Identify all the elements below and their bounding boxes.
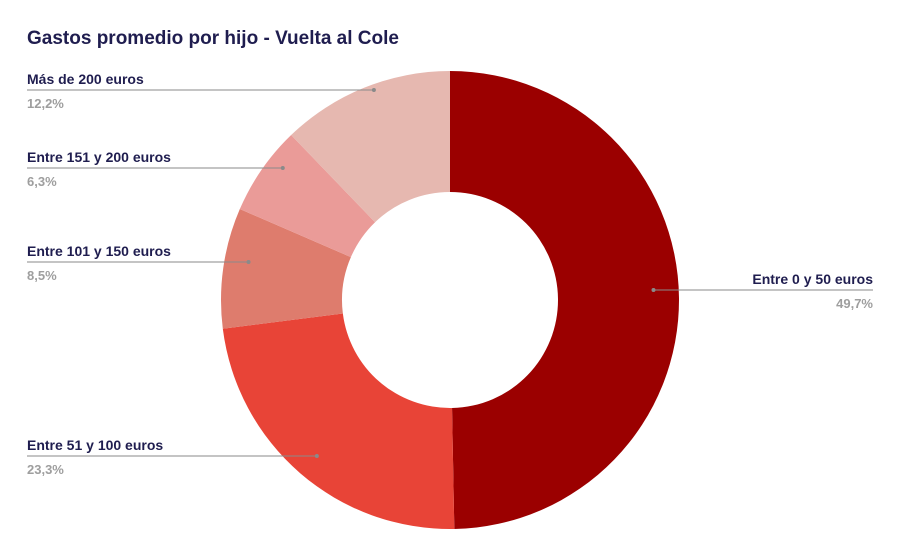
slices-layer bbox=[221, 71, 679, 529]
slice-label: Entre 101 y 150 euros bbox=[27, 243, 171, 259]
slice-value-label: 23,3% bbox=[27, 462, 64, 477]
slice-label: Más de 200 euros bbox=[27, 71, 144, 87]
slice-entre-151-y-200-euros bbox=[239, 135, 376, 258]
slice-value-label: 49,7% bbox=[836, 296, 873, 311]
slice-value-label: 6,3% bbox=[27, 174, 57, 189]
slice-entre-101-y-150-euros bbox=[221, 209, 351, 329]
labels-layer: Entre 0 y 50 euros 49,7% Entre 51 y 100 eu… bbox=[27, 71, 873, 477]
chart-title: Gastos promedio por hijo - Vuelta al Col… bbox=[27, 28, 399, 49]
slice-label: Entre 151 y 200 euros bbox=[27, 149, 171, 165]
slice-label: Entre 51 y 100 euros bbox=[27, 437, 163, 453]
slice-entre-0-y-50-euros bbox=[450, 71, 679, 529]
slice-value-label: 8,5% bbox=[27, 268, 57, 283]
slice-entre-51-y-100-euros bbox=[222, 313, 455, 529]
slice-mas-de-200-euros bbox=[291, 71, 450, 223]
slice-value-label: 12,2% bbox=[27, 96, 64, 111]
slice-label: Entre 0 y 50 euros bbox=[752, 271, 873, 287]
